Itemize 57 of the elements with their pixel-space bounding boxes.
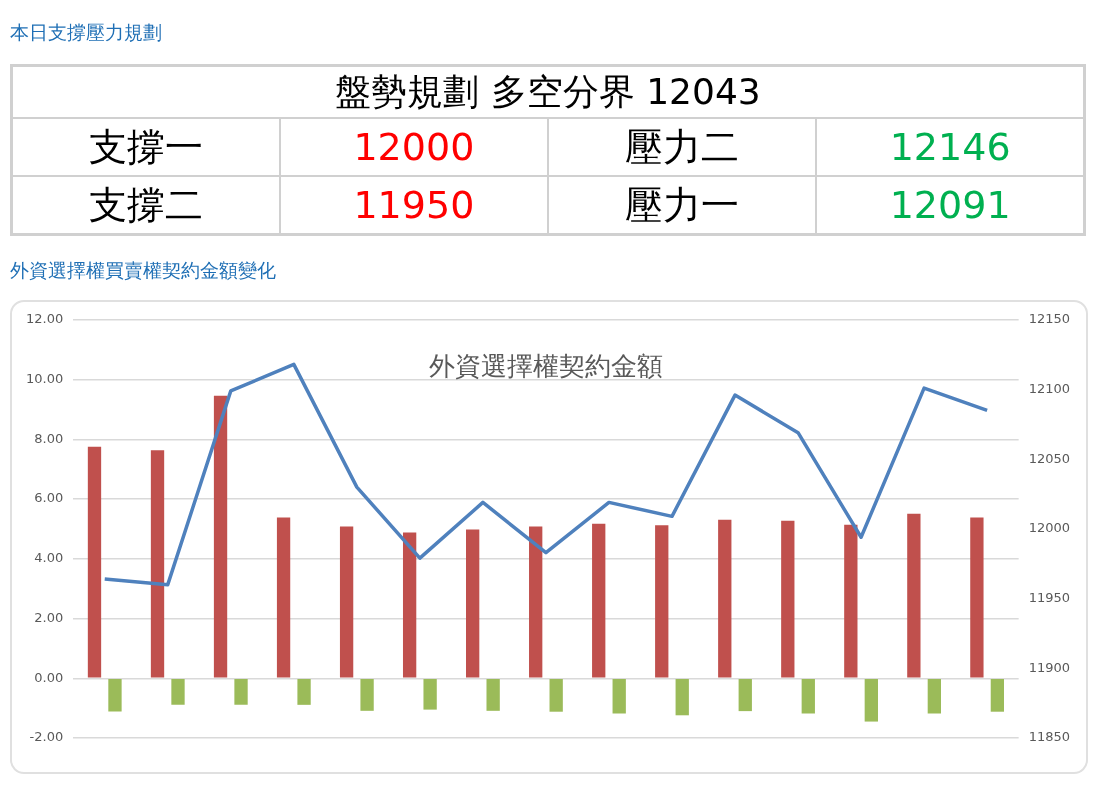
y-tick-label: 2.00	[34, 609, 64, 625]
bar	[234, 679, 248, 705]
text: 12146	[816, 118, 1085, 176]
y-tick-label: 10.00	[26, 370, 64, 386]
text: 11950	[279, 176, 548, 235]
text: 12000	[279, 118, 548, 176]
y-tick-label: -2.00	[29, 729, 64, 745]
bar	[844, 524, 858, 678]
chart-title: 外資選擇權買賣權契約金額變化	[10, 258, 276, 283]
text: 壓力一	[548, 176, 817, 235]
bar	[213, 395, 228, 678]
y2-tick-label: 11900	[1028, 659, 1070, 675]
bar	[990, 679, 1005, 712]
bar	[675, 679, 689, 716]
bar	[864, 679, 878, 722]
text: 盤勢規劃 多空分界 12043	[11, 65, 1085, 118]
text: 支撐二	[11, 176, 280, 235]
bar	[801, 679, 815, 714]
y2-tick-label: 11950	[1028, 589, 1070, 605]
bar	[87, 446, 102, 678]
bar	[108, 679, 122, 712]
y2-tick-label: 12100	[1028, 380, 1070, 396]
text: 12091	[816, 176, 1085, 235]
y2-tick-label: 11850	[1028, 729, 1070, 745]
bar	[276, 517, 291, 678]
text: 外資選擇權契約金額	[428, 350, 663, 381]
text: 支撐一	[11, 118, 280, 176]
y2-tick-label: 12000	[1028, 520, 1070, 536]
y2-tick-label: 12050	[1028, 450, 1070, 466]
bar	[486, 679, 500, 711]
bar	[549, 679, 563, 712]
bar	[970, 517, 984, 678]
bar	[339, 526, 354, 678]
bar	[612, 679, 626, 714]
y-tick-label: 8.00	[34, 430, 64, 446]
text: 本日支撐壓力規劃	[10, 20, 162, 45]
bar	[592, 523, 606, 678]
bar	[466, 529, 480, 678]
bar	[529, 526, 543, 678]
y-tick-label: 12.00	[26, 311, 64, 327]
bar	[423, 679, 437, 710]
bar	[297, 679, 311, 705]
y-tick-label: 0.00	[34, 669, 64, 685]
bar	[171, 679, 185, 705]
y-tick-label: 4.00	[34, 550, 64, 566]
text: 壓力二	[548, 118, 817, 176]
bar	[655, 525, 669, 678]
bar	[150, 450, 165, 678]
bar	[738, 679, 752, 712]
y2-tick-label: 12150	[1028, 311, 1070, 327]
bar	[927, 679, 941, 714]
y-tick-label: 6.00	[34, 490, 64, 506]
bar	[360, 679, 374, 711]
bar	[402, 532, 417, 678]
bar	[718, 519, 732, 678]
bar	[781, 520, 795, 678]
bar	[907, 513, 921, 678]
